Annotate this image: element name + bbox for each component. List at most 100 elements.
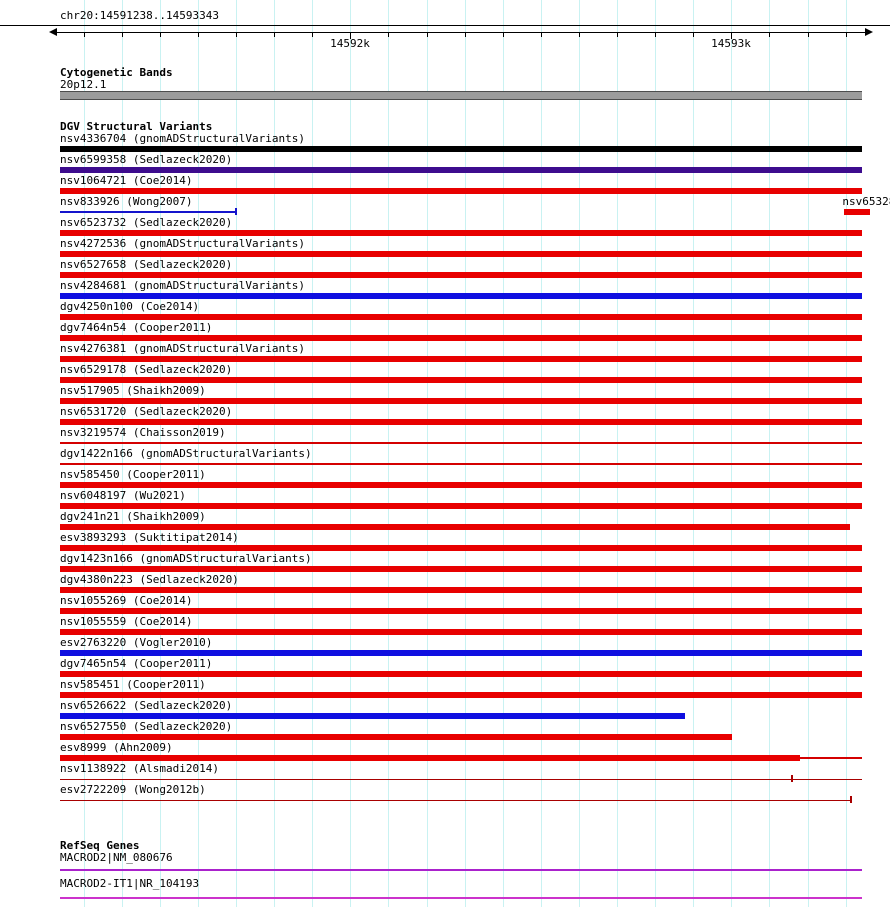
gridline [350,0,351,907]
variant-label: nsv585451 (Cooper2011) [60,678,206,691]
cytoband-bar[interactable] [60,91,862,100]
gene-label: MACROD2-IT1|NR_104193 [60,877,200,890]
gridline [465,0,466,907]
variant-label: nsv4336704 (gnomADStructuralVariants) [60,132,306,145]
variant-bar[interactable] [60,734,733,740]
ruler-minor-tick [655,33,656,37]
variant-label: nsv4276381 (gnomADStructuralVariants) [60,342,306,355]
variant-row: dgv1422n166 (gnomADStructuralVariants) [0,448,890,469]
variant-bar[interactable] [60,779,862,780]
variant-end-tick [849,796,852,803]
variant-bar[interactable] [60,314,862,320]
variant-label: nsv6526622 (Sedlazeck2020) [60,699,233,712]
variant-bar[interactable] [60,146,862,152]
gene-line[interactable] [60,869,862,871]
gridline [427,0,428,907]
variant-bar[interactable] [60,629,862,635]
ruler-minor-tick [465,33,466,37]
variant-bar[interactable] [60,503,862,509]
variant-bar[interactable] [60,293,862,299]
variant-bar[interactable] [800,757,862,759]
variant-bar[interactable] [60,800,852,801]
gridline [236,0,237,907]
variant-bar[interactable] [60,566,862,572]
ruler-minor-tick [84,33,85,37]
variant-row: nsv6526622 (Sedlazeck2020) [0,700,890,721]
ruler-minor-tick [312,33,313,37]
gridline [84,0,85,907]
ruler-tick-label: 14592k [330,37,370,50]
variant-bar[interactable] [60,692,862,698]
variant-row: nsv1064721 (Coe2014) [0,175,890,196]
variant-label: nsv6048197 (Wu2021) [60,489,186,502]
variant-bar[interactable] [60,671,862,677]
variant-row: esv2763220 (Vogler2010) [0,637,890,658]
variant-bar[interactable] [60,335,862,341]
variant-label: esv2722209 (Wong2012b) [60,783,206,796]
variant-row: esv3893293 (Suktitipat2014) [0,532,890,553]
variant-bar[interactable] [60,419,862,425]
variant-row: nsv6527658 (Sedlazeck2020) [0,259,890,280]
variant-row: dgv7464n54 (Cooper2011) [0,322,890,343]
variant-label: nsv1055559 (Coe2014) [60,615,193,628]
variant-row: nsv4336704 (gnomADStructuralVariants) [0,133,890,154]
variant-label: dgv241n21 (Shaikh2009) [60,510,206,523]
variant-bar[interactable] [60,356,862,362]
variant-label: nsv6529178 (Sedlazeck2020) [60,363,233,376]
variant-bar[interactable] [60,545,862,551]
variant-label: dgv7465n54 (Cooper2011) [60,657,213,670]
variant-row: dgv241n21 (Shaikh2009) [0,511,890,532]
variant-label: esv2763220 (Vogler2010) [60,636,213,649]
variant-label: nsv6531720 (Sedlazeck2020) [60,405,233,418]
variant-bar[interactable] [60,167,862,173]
variant-row: nsv6529178 (Sedlazeck2020) [0,364,890,385]
gridline [198,0,199,907]
variant-bar[interactable] [60,650,862,656]
variant-bar[interactable] [60,211,235,213]
variant-bar[interactable] [60,188,862,194]
variant-bar[interactable] [60,482,862,488]
variant-bar[interactable] [60,272,862,278]
variant-bar[interactable] [60,713,685,719]
variant-label: nsv1138922 (Alsmadi2014) [60,762,219,775]
variant-label: nsv6527658 (Sedlazeck2020) [60,258,233,271]
variant-bar[interactable] [60,251,862,257]
variant-label: dgv4380n223 (Sedlazeck2020) [60,573,239,586]
variant-bar[interactable] [60,755,801,761]
variant-label: nsv1055269 (Coe2014) [60,594,193,607]
gridline [769,0,770,907]
gridline [274,0,275,907]
variant-bar[interactable] [60,524,850,530]
variant-bar[interactable] [60,587,862,593]
variant-label: nsv65328 [842,195,890,208]
variant-row: nsv4272536 (gnomADStructuralVariants) [0,238,890,259]
ruler-right-arrow-icon [865,28,873,36]
variant-label: dgv7464n54 (Cooper2011) [60,321,213,334]
ruler-left-arrow-icon [49,28,57,36]
variant-bar[interactable] [844,209,870,215]
ruler-minor-tick [122,33,123,37]
gridline [731,0,732,907]
gene-line[interactable] [60,897,862,899]
variant-label: esv8999 (Ahn2009) [60,741,173,754]
variant-row: dgv4250n100 (Coe2014) [0,301,890,322]
variant-row: nsv585450 (Cooper2011) [0,469,890,490]
variant-label: nsv6599358 (Sedlazeck2020) [60,153,233,166]
ruler-minor-tick [198,33,199,37]
variant-row: nsv6523732 (Sedlazeck2020) [0,217,890,238]
ruler-tick-label: 14593k [711,37,751,50]
variant-bar[interactable] [60,377,862,383]
gridline [808,0,809,907]
variant-row: dgv7465n54 (Cooper2011) [0,658,890,679]
variant-bar[interactable] [60,230,862,236]
ruler-minor-tick [541,33,542,37]
variant-label: nsv833926 (Wong2007) [60,195,193,208]
variant-bar[interactable] [60,463,862,465]
gene-label: MACROD2|NM_080676 [60,851,173,864]
gridline [503,0,504,907]
refseq-track-header: RefSeq Genes [60,839,140,852]
variant-bar[interactable] [60,398,862,404]
variant-bar[interactable] [60,442,862,444]
variant-row: esv2722209 (Wong2012b) [0,784,890,805]
variant-bar[interactable] [60,608,862,614]
